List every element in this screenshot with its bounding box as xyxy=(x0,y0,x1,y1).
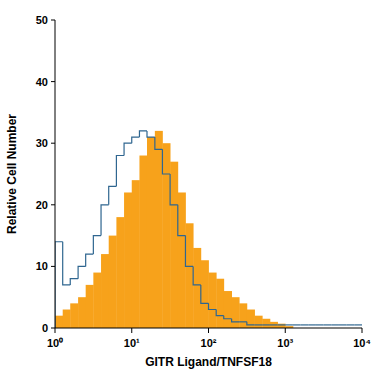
histogram-bar xyxy=(278,324,286,328)
histogram-step xyxy=(278,324,286,325)
x-tick xyxy=(55,328,56,333)
histogram-step xyxy=(109,186,117,204)
y-tick-label: 40 xyxy=(36,76,48,88)
histogram-step xyxy=(308,324,316,325)
y-tick-label: 0 xyxy=(42,322,48,334)
histogram-bar xyxy=(224,291,232,328)
x-tick-label: 10¹ xyxy=(124,337,140,349)
y-tick xyxy=(51,81,55,82)
histogram-bar xyxy=(201,260,209,328)
histogram-step xyxy=(178,205,186,236)
histogram-step xyxy=(247,322,255,325)
y-tick-label: 30 xyxy=(36,137,48,149)
histogram-step xyxy=(339,324,347,325)
histogram-step xyxy=(63,242,71,285)
histogram-step xyxy=(301,324,309,325)
chart: 0 10 20 30 40 50 10⁰ 10¹ 10² 10³ 10⁴ GITR Ligand/TN… xyxy=(0,0,375,375)
histogram-bar xyxy=(262,319,270,328)
histogram-bar xyxy=(255,316,263,328)
histogram-bar xyxy=(63,310,71,328)
histogram-step xyxy=(293,324,301,325)
y-axis xyxy=(55,20,56,328)
histogram-bar xyxy=(247,310,255,328)
histogram-step xyxy=(132,137,140,143)
histogram-bar xyxy=(270,322,278,328)
histogram-step xyxy=(255,324,263,325)
histogram-step xyxy=(193,266,201,284)
plot-area xyxy=(55,131,362,328)
histogram-bar xyxy=(185,223,193,328)
y-tick-label: 50 xyxy=(36,14,48,26)
histogram-bar xyxy=(162,143,170,328)
histogram-step xyxy=(270,324,278,325)
histogram-bar xyxy=(70,303,78,328)
histogram-step xyxy=(324,324,332,325)
histogram-step xyxy=(170,174,178,205)
histogram-step xyxy=(155,137,163,149)
histogram-step xyxy=(347,324,355,325)
x-tick xyxy=(131,328,132,333)
histogram-step xyxy=(285,324,293,325)
histogram-bar xyxy=(170,162,178,328)
histogram-step xyxy=(232,319,240,322)
y-tick-label: 10 xyxy=(36,260,48,272)
histogram-step xyxy=(70,279,78,285)
histogram-step xyxy=(116,156,124,187)
histogram-bar xyxy=(55,316,63,328)
x-tick xyxy=(285,328,286,333)
histogram-bar xyxy=(216,279,224,328)
y-tick-label: 20 xyxy=(36,199,48,211)
x-tick xyxy=(362,328,363,333)
histogram-step xyxy=(239,321,247,322)
histogram-step xyxy=(55,242,63,328)
histogram-bar xyxy=(155,131,163,328)
x-tick-label: 10³ xyxy=(277,337,293,349)
y-tick xyxy=(51,204,55,205)
x-tick-label: 10⁴ xyxy=(353,337,371,349)
histogram-bar xyxy=(239,303,247,328)
histogram-step xyxy=(201,285,209,303)
histogram-bar xyxy=(147,137,155,328)
histogram-step xyxy=(147,131,155,137)
histogram-bar xyxy=(178,192,186,328)
x-tick xyxy=(208,328,209,333)
histogram-step xyxy=(354,324,362,325)
histogram-bar xyxy=(232,297,240,328)
y-tick xyxy=(51,20,55,21)
histogram-step xyxy=(224,316,232,319)
y-tick xyxy=(51,143,55,144)
x-axis-title: GITR Ligand/TNFSF18 xyxy=(145,355,272,369)
histogram-bar xyxy=(139,156,147,328)
series xyxy=(55,131,293,328)
y-axis-title: Relative Cell Number xyxy=(5,114,19,234)
y-tick xyxy=(51,266,55,267)
histogram-bar xyxy=(78,297,86,328)
histogram-bar xyxy=(86,285,94,328)
histogram-bar xyxy=(124,192,132,328)
histogram-step xyxy=(93,236,101,254)
histogram-bar xyxy=(101,254,109,328)
histogram-step xyxy=(316,324,324,325)
x-tick-label: 10⁰ xyxy=(47,337,63,349)
histogram-step xyxy=(262,324,270,325)
histogram-step xyxy=(124,143,132,155)
histogram-step xyxy=(78,266,86,278)
histogram-step xyxy=(331,324,339,325)
histogram-step xyxy=(185,236,193,267)
series xyxy=(55,131,362,328)
histogram-bar xyxy=(116,217,124,328)
histogram-bar xyxy=(193,248,201,328)
histogram-step xyxy=(86,254,94,266)
x-tick-label: 10² xyxy=(201,337,217,349)
histogram-step xyxy=(216,310,224,316)
histogram-bar xyxy=(93,273,101,328)
histogram-bar xyxy=(109,236,117,328)
histogram-bar xyxy=(132,180,140,328)
y-tick xyxy=(51,328,55,329)
histogram-step xyxy=(209,303,217,309)
histogram-step xyxy=(162,149,170,174)
histogram-step xyxy=(101,205,109,236)
histogram-bar xyxy=(209,273,217,328)
histogram-step xyxy=(139,131,147,137)
